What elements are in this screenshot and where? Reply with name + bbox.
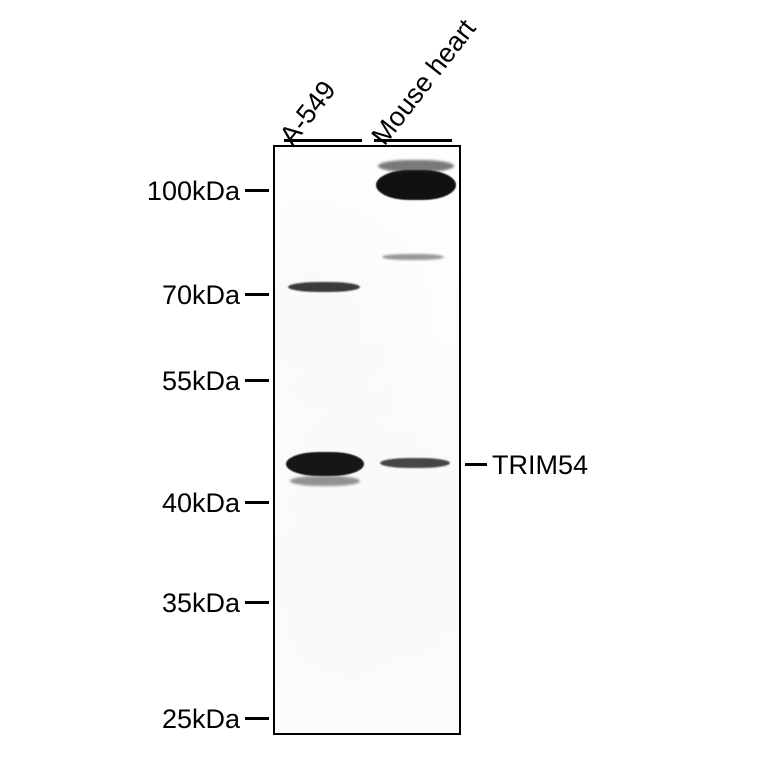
- mw-tick: [245, 293, 269, 296]
- blot-noise: [275, 147, 459, 733]
- mw-tick: [245, 189, 269, 192]
- mw-label: 25kDa: [132, 704, 240, 735]
- mw-tick: [245, 501, 269, 504]
- mw-label: 35kDa: [132, 588, 240, 619]
- blot-band: [286, 452, 364, 476]
- mw-label: 70kDa: [132, 280, 240, 311]
- target-tick: [465, 463, 487, 466]
- mw-tick: [245, 717, 269, 720]
- blot-band: [376, 170, 456, 200]
- blot-band: [380, 458, 450, 468]
- mw-tick: [245, 601, 269, 604]
- blot-band: [382, 254, 444, 260]
- mw-label: 55kDa: [132, 366, 240, 397]
- mw-label: 100kDa: [132, 176, 240, 207]
- blot-band: [378, 160, 454, 172]
- target-label: TRIM54: [492, 450, 588, 481]
- blot-frame: [273, 145, 461, 735]
- lane-label: Mouse heart: [366, 14, 483, 151]
- blot-band: [290, 476, 360, 486]
- mw-tick: [245, 379, 269, 382]
- blot-band: [288, 282, 360, 292]
- mw-label: 40kDa: [132, 488, 240, 519]
